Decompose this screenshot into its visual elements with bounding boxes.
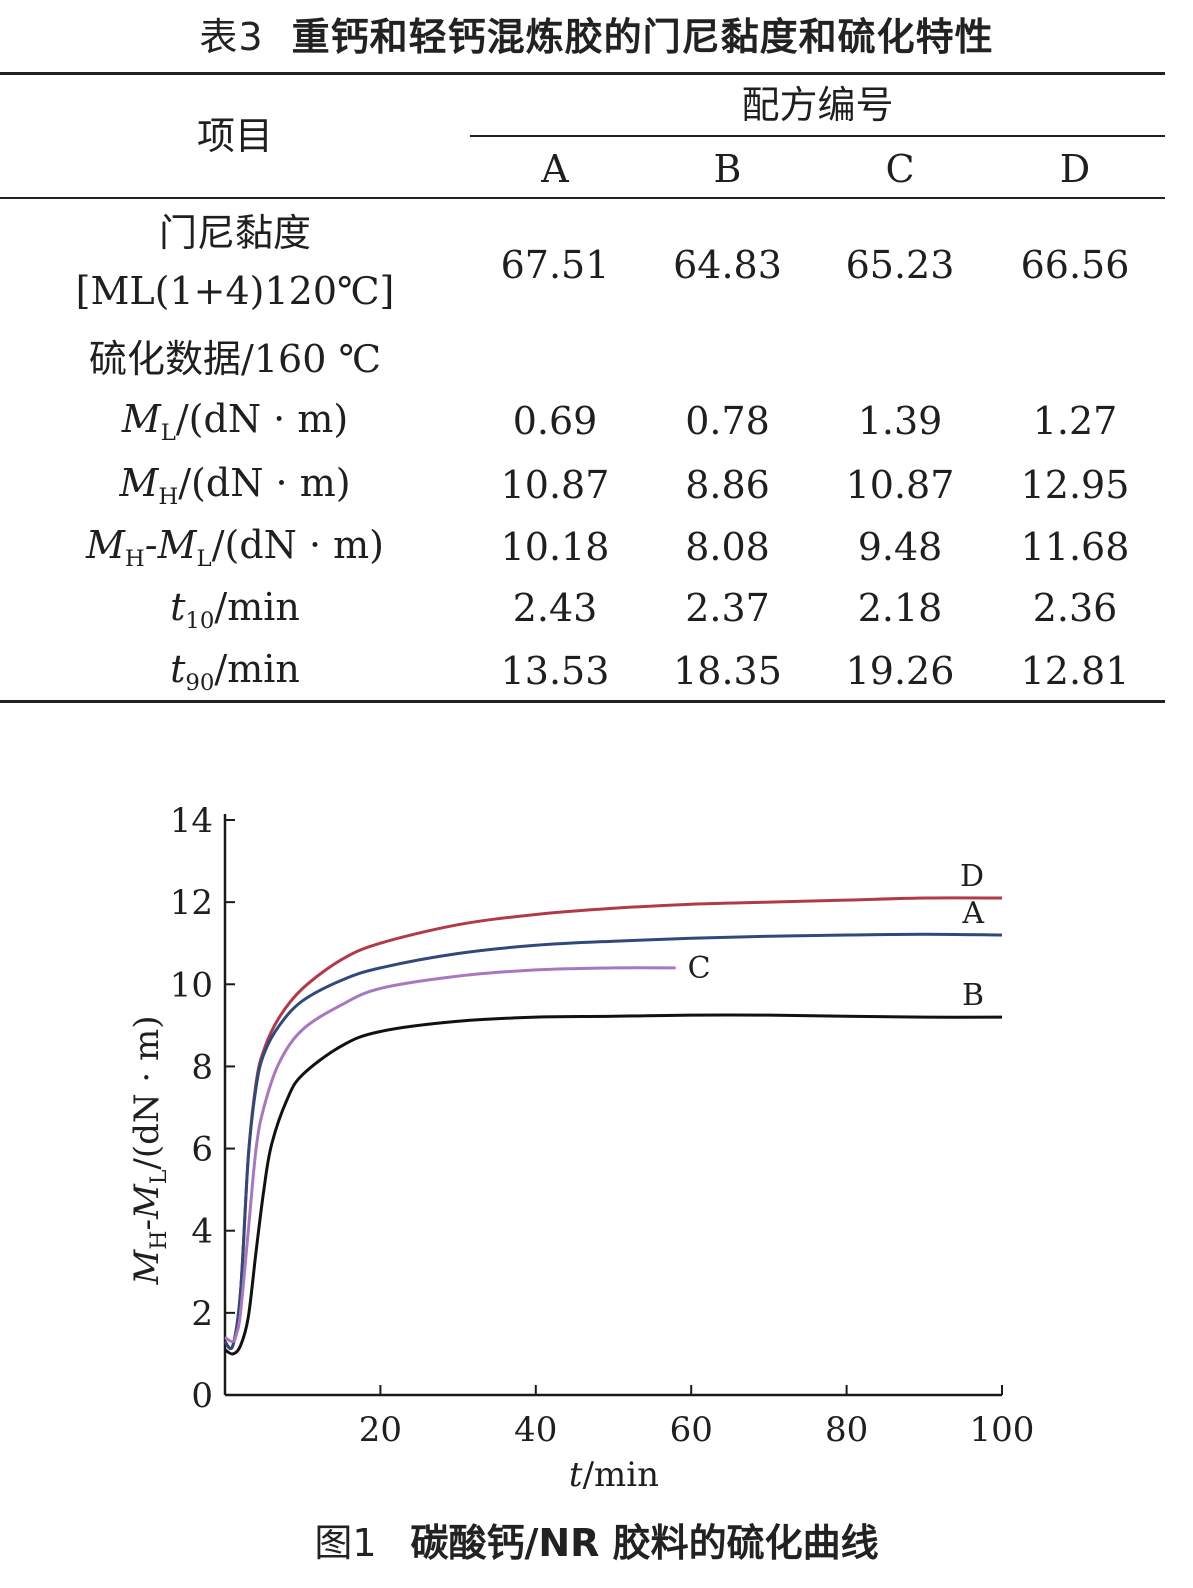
table-cell: 13.53 xyxy=(500,649,610,693)
chart-ticks: 0 2 4 6 8 10 12 14 20 40 60 80 100 xyxy=(170,801,1035,1450)
y-tick-label: 0 xyxy=(191,1376,213,1416)
series-line-b xyxy=(224,1013,1003,1356)
table-cell: 19.26 xyxy=(845,649,955,693)
x-tick-label: 20 xyxy=(359,1410,402,1450)
table-cell: 1.27 xyxy=(1032,399,1118,443)
figure-caption-text: 碳酸钙/NR 胶料的硫化曲线 xyxy=(410,1521,879,1565)
table-cell: 8.86 xyxy=(685,463,770,507)
series-label-a: A xyxy=(961,896,984,931)
series-line-d xyxy=(223,896,1003,1351)
table-header-rule xyxy=(0,197,1165,199)
table-cell: 2.37 xyxy=(685,586,770,630)
table-cell: 0.69 xyxy=(512,399,598,443)
series-label-d: D xyxy=(960,859,984,894)
row-label-mooney-line2: [ML(1+4)120℃] xyxy=(75,269,395,313)
table-cell: 1.39 xyxy=(857,399,943,443)
y-tick-label: 14 xyxy=(170,801,213,841)
table-cell: 12.95 xyxy=(1020,463,1130,507)
table-cell: 10.18 xyxy=(500,525,610,569)
row-label-mh-ml: MH-ML/(dN · m) xyxy=(85,523,384,572)
table-group-rule xyxy=(470,135,1165,137)
table-cell: 2.36 xyxy=(1032,586,1118,630)
table-cell: 8.08 xyxy=(685,525,770,569)
header-col-a: A xyxy=(541,147,569,191)
series-label-c: C xyxy=(688,951,711,986)
table-cell: 10.87 xyxy=(500,463,610,507)
table-number: 表3 xyxy=(199,15,264,59)
row-label-cure-data: 硫化数据/160 ℃ xyxy=(89,337,381,381)
row-label-mooney-line1: 门尼黏度 xyxy=(158,211,311,255)
table-cell: 10.87 xyxy=(845,463,955,507)
table-cell: 67.51 xyxy=(500,243,610,287)
table-cell: 18.35 xyxy=(673,649,782,693)
table-cell: 2.43 xyxy=(512,586,598,630)
table-cell: 66.56 xyxy=(1020,243,1130,287)
row-label-t10: t10/min xyxy=(170,585,300,634)
table-cell: 64.83 xyxy=(673,243,782,287)
table-top-rule xyxy=(0,72,1165,75)
figure-caption: 图1 碳酸钙/NR 胶料的硫化曲线 xyxy=(0,1512,1193,1567)
header-group: 配方编号 xyxy=(741,83,894,127)
row-label-t90: t90/min xyxy=(170,647,300,696)
row-label-mh: MH/(dN · m) xyxy=(119,461,351,510)
y-tick-label: 6 xyxy=(191,1130,213,1170)
table-cell: 11.68 xyxy=(1020,525,1130,569)
table-cell: 9.48 xyxy=(857,525,943,569)
chart-series-labels: DA C B xyxy=(688,859,985,1013)
table-title-text: 重钙和轻钙混炼胶的门尼黏度和硫化特性 xyxy=(291,15,994,59)
row-label-ml: ML/(dN · m) xyxy=(121,397,349,446)
table-cell: 2.18 xyxy=(857,586,943,630)
y-tick-label: 2 xyxy=(191,1294,213,1334)
cure-curve-chart: 0 2 4 6 8 10 12 14 20 40 60 80 100 DA C B t/min MH-ML/… xyxy=(127,801,1035,1495)
chart-axes xyxy=(223,814,1002,1397)
header-col-d: D xyxy=(1059,147,1091,191)
table-title: 表3 重钙和轻钙混炼胶的门尼黏度和硫化特性 xyxy=(0,6,1193,61)
x-axis-label: t/min xyxy=(569,1455,659,1495)
y-tick-label: 12 xyxy=(170,883,213,923)
y-axis-label: MH-ML/(dN · m) xyxy=(127,1015,172,1285)
x-tick-label: 100 xyxy=(970,1410,1035,1450)
x-tick-label: 40 xyxy=(514,1410,557,1450)
header-item: 项目 xyxy=(196,114,273,158)
x-tick-label: 80 xyxy=(825,1410,868,1450)
table-cell: 0.78 xyxy=(685,399,770,443)
series-label-b: B xyxy=(962,978,984,1013)
header-col-b: B xyxy=(713,147,742,191)
header-col-c: C xyxy=(885,147,915,191)
series-line-a xyxy=(223,932,1003,1351)
y-tick-label: 10 xyxy=(170,965,213,1005)
chart-series xyxy=(223,896,1003,1356)
table-cell: 12.81 xyxy=(1020,649,1130,693)
table-cell: 65.23 xyxy=(845,243,955,287)
series-line-c xyxy=(224,966,676,1344)
figure-number: 图1 xyxy=(314,1521,377,1565)
y-tick-label: 4 xyxy=(191,1212,213,1252)
table-bottom-rule xyxy=(0,700,1165,703)
y-tick-label: 8 xyxy=(191,1047,213,1087)
x-tick-label: 60 xyxy=(670,1410,713,1450)
